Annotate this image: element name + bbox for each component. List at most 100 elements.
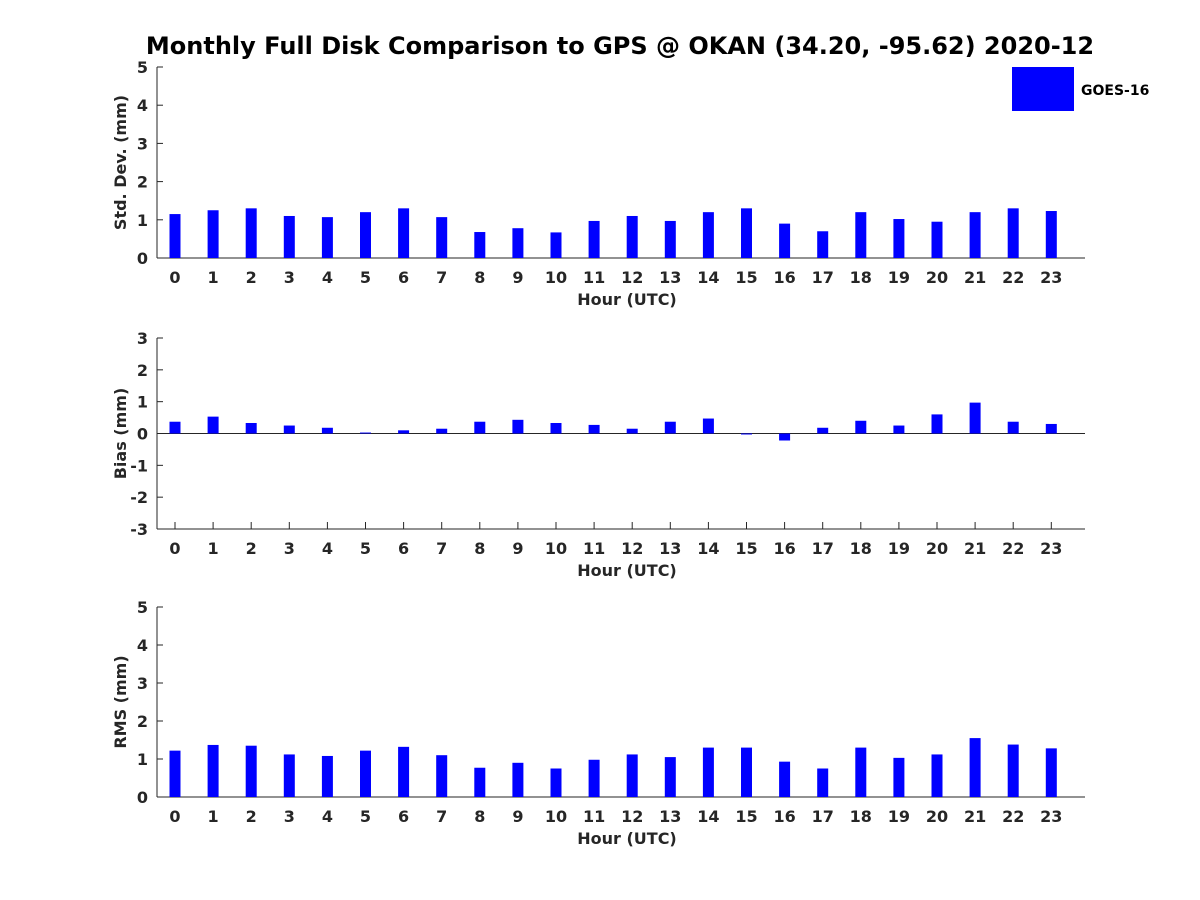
x-tick-label: 13 <box>659 268 681 287</box>
bar-bias-hour-19 <box>893 425 905 434</box>
bar-stddev-hour-8 <box>474 232 486 258</box>
x-axis-label: Hour (UTC) <box>577 290 677 309</box>
bar-bias-hour-20 <box>931 414 943 434</box>
bar-rms-hour-9 <box>512 762 524 797</box>
x-tick-label: 8 <box>474 539 485 558</box>
bar-rms-hour-2 <box>245 745 257 797</box>
bar-stddev-hour-1 <box>207 210 219 258</box>
bar-bias-hour-8 <box>474 421 486 434</box>
x-tick-label: 11 <box>583 807 605 826</box>
y-tick-label: 3 <box>137 674 148 693</box>
bar-rms-hour-21 <box>969 738 981 797</box>
x-tick-label: 5 <box>360 268 371 287</box>
bar-stddev-hour-18 <box>855 212 867 258</box>
x-tick-label: 8 <box>474 807 485 826</box>
x-tick-label: 14 <box>697 807 719 826</box>
bar-stddev-hour-23 <box>1045 211 1057 258</box>
x-tick-label: 4 <box>322 268 333 287</box>
legend: GOES-16 <box>1012 67 1149 111</box>
bar-rms-hour-4 <box>321 755 333 797</box>
x-tick-label: 16 <box>773 807 795 826</box>
x-tick-label: 21 <box>964 807 986 826</box>
y-axis-label: RMS (mm) <box>111 655 130 748</box>
x-tick-label: 17 <box>812 807 834 826</box>
bar-bias-hour-23 <box>1045 423 1057 434</box>
bar-stddev-hour-11 <box>588 220 600 258</box>
x-tick-label: 20 <box>926 807 948 826</box>
x-tick-label: 14 <box>697 268 719 287</box>
bar-bias-hour-12 <box>626 428 638 434</box>
x-tick-label: 9 <box>512 539 523 558</box>
x-tick-label: 23 <box>1040 268 1062 287</box>
x-tick-label: 19 <box>888 807 910 826</box>
x-tick-label: 13 <box>659 807 681 826</box>
bar-rms-hour-19 <box>893 757 905 797</box>
y-tick-label: 2 <box>137 712 148 731</box>
bar-stddev-hour-12 <box>626 215 638 258</box>
bar-rms-hour-1 <box>207 744 219 797</box>
x-axis-label: Hour (UTC) <box>577 829 677 848</box>
x-tick-label: 18 <box>850 539 872 558</box>
x-tick-label: 0 <box>169 268 180 287</box>
x-tick-label: 0 <box>169 807 180 826</box>
bar-bias-hour-21 <box>969 402 981 434</box>
bar-rms-hour-23 <box>1045 748 1057 797</box>
bar-stddev-hour-19 <box>893 219 905 258</box>
x-tick-label: 11 <box>583 268 605 287</box>
bar-stddev-hour-3 <box>283 215 295 258</box>
bar-bias-hour-18 <box>855 420 867 434</box>
bar-bias-hour-16 <box>779 433 791 441</box>
x-tick-label: 23 <box>1040 807 1062 826</box>
x-tick-label: 1 <box>208 807 219 826</box>
x-tick-label: 22 <box>1002 268 1024 287</box>
y-tick-label: 0 <box>137 249 148 268</box>
x-tick-label: 11 <box>583 539 605 558</box>
bar-rms-hour-18 <box>855 747 867 797</box>
bar-bias-hour-13 <box>664 421 676 434</box>
bar-bias-hour-6 <box>398 430 410 434</box>
x-tick-label: 15 <box>735 268 757 287</box>
bar-bias-hour-2 <box>245 422 257 434</box>
bar-stddev-hour-2 <box>245 208 257 258</box>
x-tick-label: 22 <box>1002 807 1024 826</box>
bar-rms-hour-3 <box>283 754 295 797</box>
x-tick-label: 6 <box>398 539 409 558</box>
x-tick-label: 2 <box>246 268 257 287</box>
bar-stddev-hour-21 <box>969 212 981 258</box>
x-tick-label: 7 <box>436 539 447 558</box>
x-tick-label: 7 <box>436 268 447 287</box>
x-tick-label: 17 <box>812 539 834 558</box>
x-tick-label: 12 <box>621 539 643 558</box>
y-tick-label: 2 <box>137 361 148 380</box>
y-tick-label: -1 <box>130 456 148 475</box>
bar-rms-hour-6 <box>398 746 410 797</box>
bar-stddev-hour-14 <box>702 212 714 258</box>
bar-bias-hour-3 <box>283 425 295 434</box>
x-axis-label: Hour (UTC) <box>577 561 677 580</box>
x-tick-label: 1 <box>208 539 219 558</box>
x-tick-label: 7 <box>436 807 447 826</box>
bar-stddev-hour-15 <box>741 208 752 258</box>
bar-stddev-hour-9 <box>512 228 524 258</box>
bar-bias-hour-17 <box>817 427 829 434</box>
bar-rms-hour-0 <box>169 750 181 797</box>
x-tick-label: 15 <box>735 807 757 826</box>
bar-stddev-hour-7 <box>436 217 448 258</box>
x-tick-label: 10 <box>545 539 567 558</box>
x-tick-label: 3 <box>284 539 295 558</box>
y-axis-label: Std. Dev. (mm) <box>111 95 130 230</box>
x-tick-label: 5 <box>360 807 371 826</box>
bar-stddev-hour-10 <box>550 232 562 258</box>
y-axis-label: Bias (mm) <box>111 388 130 480</box>
bar-stddev-hour-17 <box>817 231 829 258</box>
x-tick-label: 2 <box>246 539 257 558</box>
y-tick-label: 4 <box>137 636 148 655</box>
bar-bias-hour-15 <box>741 433 752 435</box>
bar-bias-hour-7 <box>436 428 448 434</box>
x-tick-label: 18 <box>850 807 872 826</box>
y-tick-label: 5 <box>137 58 148 77</box>
bar-rms-hour-22 <box>1007 744 1019 797</box>
bar-rms-hour-5 <box>360 750 371 797</box>
y-tick-label: 0 <box>137 788 148 807</box>
